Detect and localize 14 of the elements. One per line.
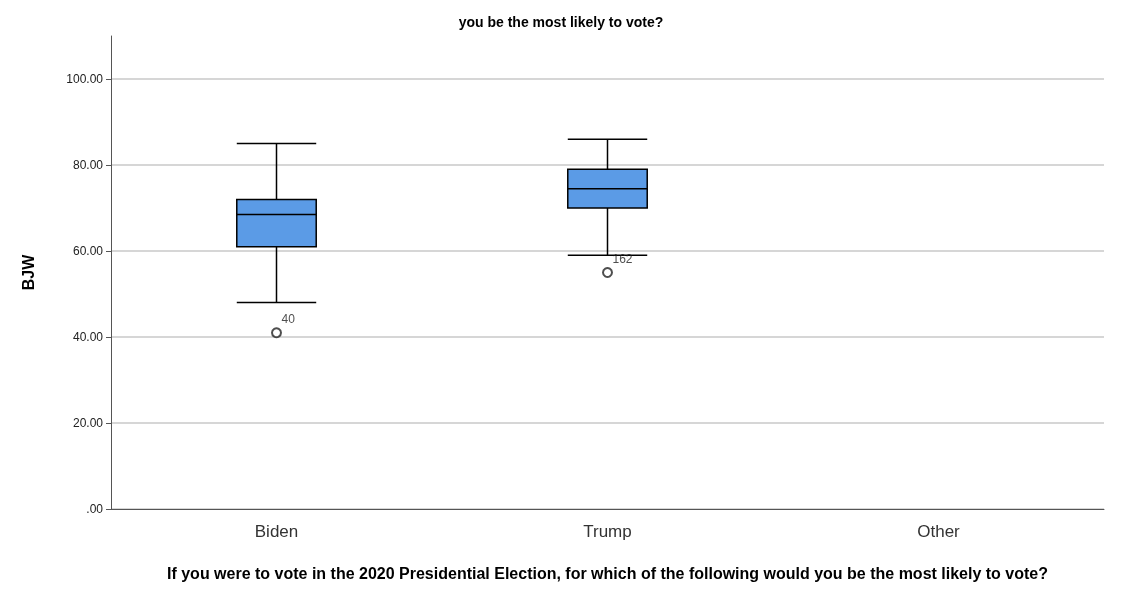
chart-title: you be the most likely to vote? — [458, 14, 664, 30]
y-tick-label: 20.00 — [72, 416, 104, 430]
y-axis-title: BJW — [19, 253, 37, 291]
annotation: 162 — [612, 251, 633, 266]
y-tick-label: 100.00 — [66, 72, 104, 86]
x-tick-label: Biden — [254, 522, 299, 541]
x-tick-label: Trump — [583, 522, 632, 541]
y-tick-label: 60.00 — [72, 244, 104, 258]
y-tick-label: 80.00 — [72, 158, 104, 172]
x-axis-title: If you were to vote in the 2020 Presidential Election, for which of the following would you be the most likely to vote? — [166, 564, 1049, 582]
annotation: 40 — [281, 311, 296, 326]
y-tick-label: 40.00 — [72, 330, 104, 344]
x-tick-label: Other — [917, 522, 961, 541]
y-tick-label: .00 — [86, 502, 104, 516]
